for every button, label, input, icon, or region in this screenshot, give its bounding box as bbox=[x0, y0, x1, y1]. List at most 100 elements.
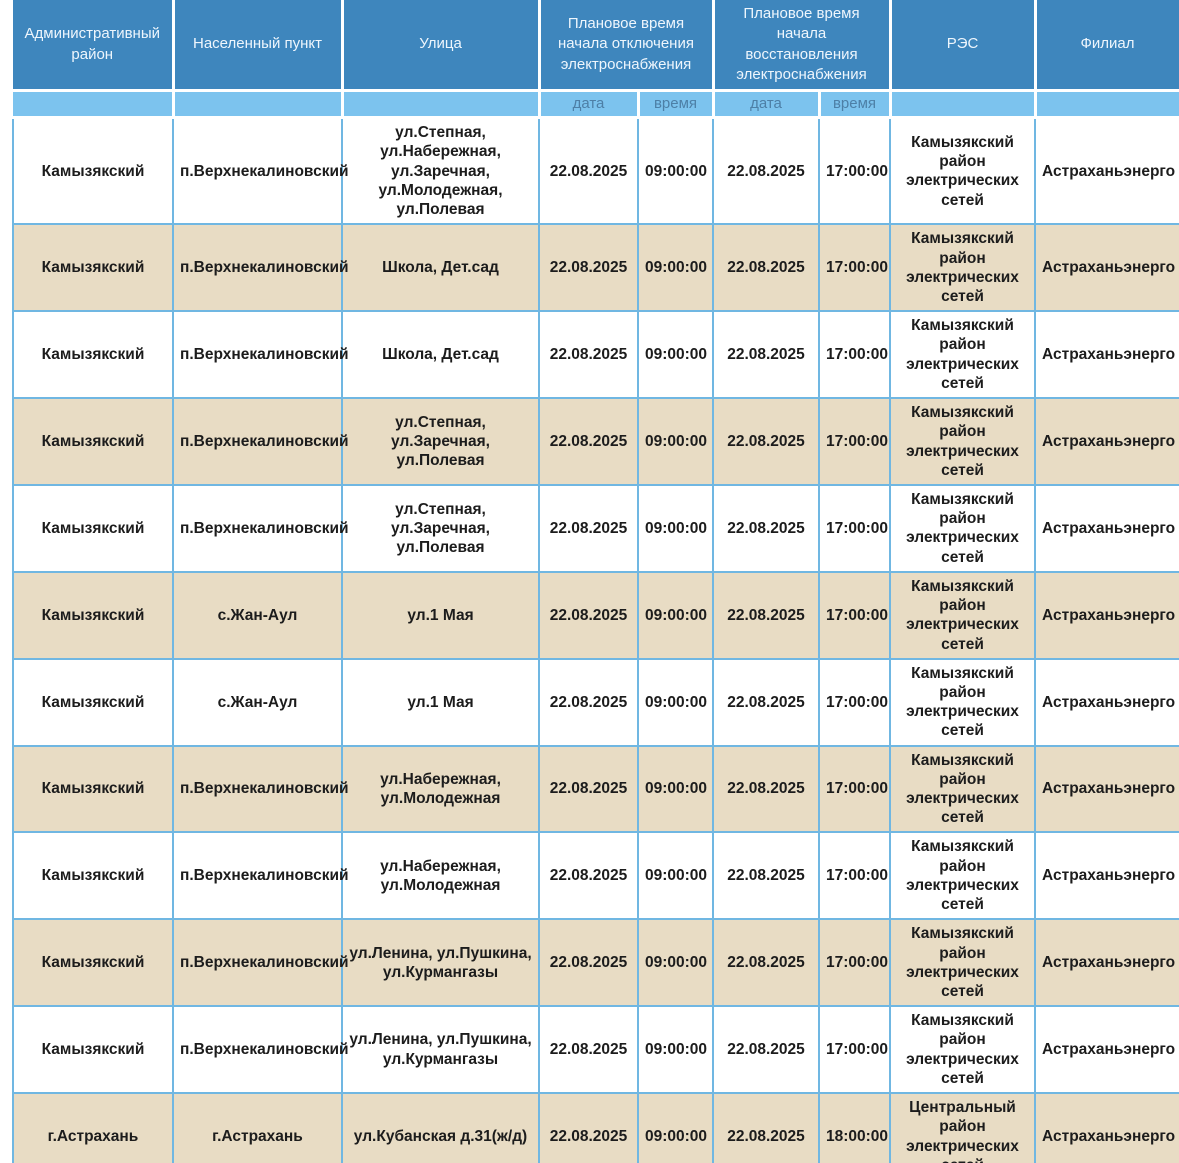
cell-settlement: п.Верхнекалиновский bbox=[172, 918, 349, 1008]
cell-on-time: 17:00:00 bbox=[818, 831, 891, 921]
cell-on-time: 17:00:00 bbox=[818, 223, 891, 313]
cell-off-time: 09:00:00 bbox=[637, 918, 714, 1008]
subheader-outage-time: время bbox=[636, 88, 715, 120]
cell-res: Камызякский район электрических сетей bbox=[889, 483, 1036, 573]
cell-settlement: п.Верхнекалиновский bbox=[172, 397, 349, 486]
cell-res: Камызякский район электрических сетей bbox=[889, 223, 1036, 313]
cell-district: Камызякский bbox=[12, 657, 174, 747]
cell-branch: Астраханьэнерго bbox=[1034, 116, 1179, 226]
cell-street: ул.Кубанская д.31(ж/д) bbox=[341, 1092, 540, 1163]
cell-branch: Астраханьэнерго bbox=[1034, 1092, 1179, 1163]
cell-off-date: 22.08.2025 bbox=[538, 223, 639, 313]
header-restore-start: Плановое время начала восстановления эле… bbox=[711, 0, 892, 92]
cell-on-time: 18:00:00 bbox=[818, 1092, 891, 1163]
table-row: Камызякский п.Верхнекалиновский Школа, Дет… bbox=[12, 223, 1179, 313]
cell-on-date: 22.08.2025 bbox=[712, 1005, 820, 1095]
header-branch: Филиал bbox=[1033, 0, 1179, 92]
cell-street: Школа, Дет.сад bbox=[341, 310, 540, 400]
cell-district: Камызякский bbox=[12, 116, 174, 226]
table-row: г.Астрахань г.Астрахань ул.Кубанская д.31(… bbox=[12, 1092, 1179, 1163]
cell-on-date: 22.08.2025 bbox=[712, 223, 820, 313]
cell-off-date: 22.08.2025 bbox=[538, 1005, 639, 1095]
cell-branch: Астраханьэнерго bbox=[1034, 744, 1179, 834]
cell-on-time: 17:00:00 bbox=[818, 310, 891, 400]
table-row: Камызякский п.Верхнекалиновский ул.Набереж… bbox=[12, 831, 1179, 921]
cell-off-time: 09:00:00 bbox=[637, 310, 714, 400]
cell-branch: Астраханьэнерго bbox=[1034, 223, 1179, 313]
subheader-empty-settlement bbox=[171, 88, 344, 120]
table-row: Камызякский с.Жан-Аул ул.1 Мая 22.08.2025 09… bbox=[12, 570, 1179, 660]
cell-on-date: 22.08.2025 bbox=[712, 831, 820, 921]
cell-street: ул.Степная, ул.Заречная, ул.Полевая bbox=[341, 483, 540, 573]
cell-settlement: п.Верхнекалиновский bbox=[172, 483, 349, 573]
cell-on-time: 17:00:00 bbox=[818, 116, 891, 226]
cell-off-time: 09:00:00 bbox=[637, 397, 714, 486]
cell-res: Камызякский район электрических сетей bbox=[889, 116, 1036, 226]
cell-district: Камызякский bbox=[12, 918, 174, 1008]
cell-branch: Астраханьэнерго bbox=[1034, 831, 1179, 921]
table-row: Камызякский п.Верхнекалиновский ул.Ленина,… bbox=[12, 918, 1179, 1008]
cell-on-date: 22.08.2025 bbox=[712, 116, 820, 226]
cell-district: Камызякский bbox=[12, 310, 174, 400]
cell-settlement: с.Жан-Аул bbox=[172, 570, 343, 660]
cell-street: Школа, Дет.сад bbox=[341, 223, 540, 313]
cell-district: Камызякский bbox=[12, 223, 174, 313]
cell-off-time: 09:00:00 bbox=[637, 744, 714, 834]
cell-branch: Астраханьэнерго bbox=[1034, 1005, 1179, 1095]
cell-off-time: 09:00:00 bbox=[637, 223, 714, 313]
cell-on-time: 17:00:00 bbox=[818, 1005, 891, 1095]
cell-settlement: с.Жан-Аул bbox=[172, 657, 343, 747]
subheader-empty-res bbox=[888, 88, 1037, 120]
cell-branch: Астраханьэнерго bbox=[1034, 483, 1179, 573]
cell-off-date: 22.08.2025 bbox=[538, 116, 639, 226]
cell-district: Камызякский bbox=[12, 483, 174, 573]
cell-on-date: 22.08.2025 bbox=[712, 918, 820, 1008]
cell-off-date: 22.08.2025 bbox=[538, 1092, 639, 1163]
table-header: Административный район Населенный пункт … bbox=[13, 0, 1179, 120]
cell-settlement: п.Верхнекалиновский bbox=[172, 116, 349, 226]
cell-street: ул.Степная, ул.Заречная, ул.Полевая bbox=[341, 397, 540, 486]
cell-on-date: 22.08.2025 bbox=[712, 310, 820, 400]
cell-res: Центральный район электрических сетей bbox=[889, 1092, 1036, 1163]
cell-street: ул.1 Мая bbox=[341, 570, 540, 660]
cell-settlement: п.Верхнекалиновский bbox=[172, 1005, 349, 1095]
cell-off-date: 22.08.2025 bbox=[538, 570, 639, 660]
table-row: Камызякский п.Верхнекалиновский Школа, Дет… bbox=[12, 310, 1179, 400]
outage-schedule-table: Административный район Населенный пункт … bbox=[12, 0, 1179, 1163]
cell-district: Камызякский bbox=[12, 570, 174, 660]
table-row: Камызякский с.Жан-Аул ул.1 Мая 22.08.2025 09… bbox=[12, 657, 1179, 747]
cell-district: г.Астрахань bbox=[12, 1092, 174, 1163]
cell-on-time: 17:00:00 bbox=[818, 657, 891, 747]
cell-on-time: 17:00:00 bbox=[818, 397, 891, 486]
cell-district: Камызякский bbox=[12, 831, 174, 921]
cell-off-time: 09:00:00 bbox=[637, 570, 714, 660]
cell-branch: Астраханьэнерго bbox=[1034, 397, 1179, 486]
cell-branch: Астраханьэнерго bbox=[1034, 918, 1179, 1008]
header-row-main: Административный район Населенный пункт … bbox=[13, 0, 1179, 92]
cell-off-time: 09:00:00 bbox=[637, 483, 714, 573]
header-res: РЭС bbox=[888, 0, 1037, 92]
cell-district: Камызякский bbox=[12, 1005, 174, 1095]
cell-on-date: 22.08.2025 bbox=[712, 657, 820, 747]
cell-off-time: 09:00:00 bbox=[637, 831, 714, 921]
cell-settlement: г.Астрахань bbox=[172, 1092, 343, 1163]
header-admin-district: Административный район bbox=[13, 0, 175, 92]
cell-settlement: п.Верхнекалиновский bbox=[172, 744, 349, 834]
cell-street: ул.1 Мая bbox=[341, 657, 540, 747]
cell-street: ул.Набережная, ул.Молодежная bbox=[341, 744, 540, 834]
cell-off-time: 09:00:00 bbox=[637, 1005, 714, 1095]
cell-settlement: п.Верхнекалиновский bbox=[172, 831, 349, 921]
cell-street: ул.Степная, ул.Набережная, ул.Заречная, … bbox=[341, 116, 540, 226]
table-body: Камызякский п.Верхнекалиновский ул.Степная… bbox=[12, 116, 1179, 1163]
table-row: Камызякский п.Верхнекалиновский ул.Степная… bbox=[12, 483, 1179, 573]
cell-off-date: 22.08.2025 bbox=[538, 657, 639, 747]
table-row: Камызякский п.Верхнекалиновский ул.Набереж… bbox=[12, 744, 1179, 834]
cell-off-date: 22.08.2025 bbox=[538, 310, 639, 400]
cell-on-date: 22.08.2025 bbox=[712, 1092, 820, 1163]
subheader-empty-district bbox=[13, 88, 175, 120]
cell-res: Камызякский район электрических сетей bbox=[889, 1005, 1036, 1095]
cell-street: ул.Ленина, ул.Пушкина, ул.Курмангазы bbox=[341, 918, 540, 1008]
cell-off-time: 09:00:00 bbox=[637, 657, 714, 747]
cell-res: Камызякский район электрических сетей bbox=[889, 657, 1036, 747]
header-row-sub: дата время дата время bbox=[13, 88, 1179, 120]
